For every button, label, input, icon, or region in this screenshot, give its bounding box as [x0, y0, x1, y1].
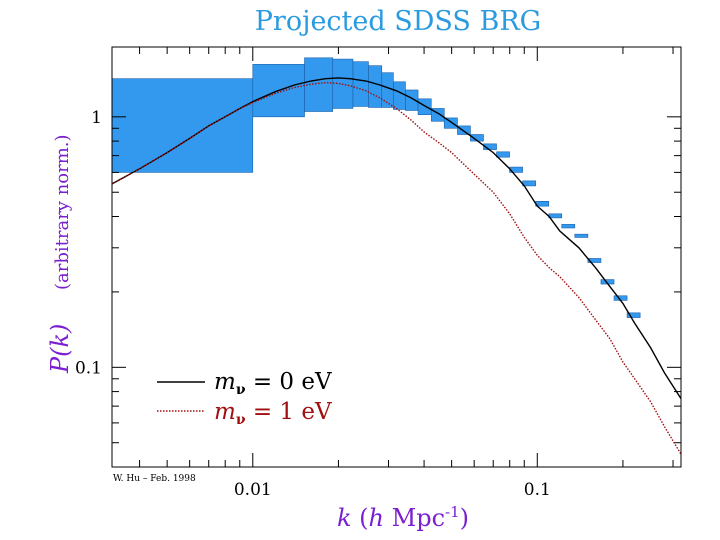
x-axis-label-h: h [369, 504, 384, 532]
error-box-5 [368, 65, 383, 108]
error-box-0 [111, 78, 254, 173]
x-axis-label: k (h Mpc-1) [337, 503, 469, 532]
plot-frame [111, 46, 682, 468]
error-box-16 [509, 166, 523, 173]
error-box-4 [352, 61, 369, 107]
error-box-21 [574, 233, 589, 238]
error-box-15 [496, 151, 510, 158]
author-credit: W. Hu – Feb. 1998 [113, 474, 196, 484]
x-axis-label-open: ( [352, 504, 369, 532]
tick-labels: 0.01 0.1 0.1 1 [75, 108, 551, 500]
error-box-19 [548, 213, 563, 219]
error-box-9 [417, 98, 432, 115]
error-box-20 [561, 224, 576, 229]
curve-massless [111, 77, 682, 399]
y-tick-label-0: 0.1 [75, 358, 102, 378]
legend-label-massive: mν = 1 eV [214, 399, 332, 428]
error-box-2 [304, 57, 334, 112]
curves [111, 77, 682, 455]
curve-massive [111, 81, 682, 455]
error-box-22 [587, 258, 602, 263]
axis-ticks [112, 47, 681, 468]
x-axis-label-close: ) [460, 504, 469, 532]
error-boxes [111, 57, 641, 318]
y-tick-label-1: 1 [91, 108, 102, 128]
x-tick-label-0: 0.01 [234, 480, 272, 500]
y-axis-label-norm: (arbitrary norm.) [52, 134, 73, 290]
legend-label-massless: mν = 0 eV [214, 369, 332, 398]
error-box-25 [626, 312, 641, 318]
y-axis-label: P(k) (arbitrary norm.) [46, 134, 74, 374]
chart-title: Projected SDSS BRG [255, 6, 541, 37]
y-axis-label-func: P(k) [46, 324, 74, 374]
x-axis-label-k: k [337, 504, 352, 532]
x-axis-label-exponent: -1 [445, 503, 460, 521]
x-axis-label-unit: Mpc [384, 504, 445, 532]
error-box-7 [393, 81, 406, 110]
error-box-12 [457, 125, 471, 135]
error-box-11 [443, 117, 458, 129]
x-tick-label-1: 0.1 [524, 480, 551, 500]
legend: mν = 0 eV mν = 1 eV [157, 369, 332, 428]
